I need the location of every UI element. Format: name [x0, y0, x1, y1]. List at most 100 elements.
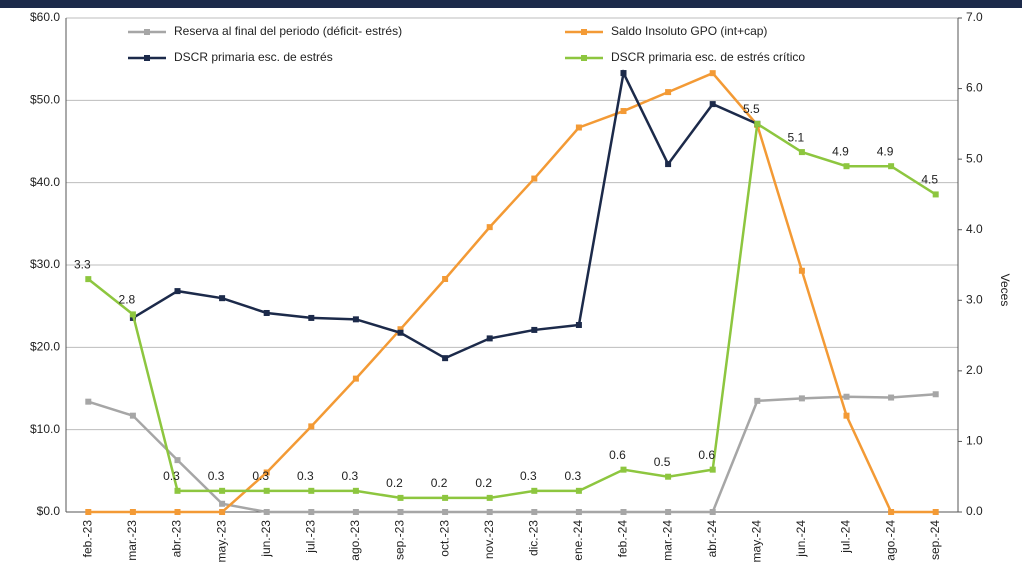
data-point [665, 473, 672, 480]
top-band [0, 0, 1022, 8]
data-point [754, 120, 761, 127]
data-label: 0.3 [520, 469, 537, 483]
data-point [531, 326, 538, 333]
y2-tick-label: 7.0 [966, 10, 983, 24]
y-tick-label: $0.0 [37, 504, 61, 518]
data-point [397, 494, 404, 501]
data-point [219, 509, 226, 515]
y2-axis-title: Veces [998, 274, 1012, 307]
data-label: 0.6 [609, 448, 626, 462]
data-point [531, 509, 538, 515]
data-label: 4.5 [921, 173, 938, 187]
y2-tick-label: 2.0 [966, 363, 983, 377]
data-label: 0.3 [163, 469, 180, 483]
data-point [442, 494, 449, 501]
x-tick-label: feb.-23 [80, 520, 94, 558]
x-tick-label: sep.-23 [393, 520, 407, 560]
data-point [219, 487, 226, 494]
data-point [709, 101, 716, 108]
data-point [263, 487, 270, 494]
legend-marker [144, 29, 150, 35]
data-point [843, 393, 850, 400]
data-label: 0.2 [475, 476, 492, 490]
data-point [575, 509, 582, 515]
data-point [308, 509, 315, 515]
x-tick-label: abr.-23 [170, 520, 184, 558]
data-label: 5.5 [743, 102, 760, 116]
x-tick-label: jun.-24 [794, 520, 808, 558]
data-label: 4.9 [877, 144, 894, 158]
data-point [442, 355, 449, 362]
legend-label: Saldo Insoluto GPO (int+cap) [611, 24, 767, 38]
data-point [308, 423, 315, 430]
data-point [932, 509, 939, 515]
data-point [709, 70, 716, 77]
data-label: 5.1 [788, 130, 805, 144]
data-point [798, 149, 805, 156]
data-label: 3.3 [74, 257, 91, 271]
y2-tick-label: 6.0 [966, 81, 983, 95]
x-tick-label: dic.-23 [526, 520, 540, 556]
data-point [754, 397, 761, 404]
data-point [219, 500, 226, 507]
y2-tick-label: 1.0 [966, 434, 983, 448]
data-point [620, 509, 627, 515]
data-point [888, 509, 895, 515]
x-tick-label: sep.-24 [928, 520, 942, 560]
x-tick-label: ene.-24 [571, 520, 585, 561]
data-point [129, 412, 136, 419]
data-point [85, 276, 92, 283]
x-tick-label: nov.-23 [482, 520, 496, 559]
data-point [174, 487, 181, 494]
data-point [308, 487, 315, 494]
y-tick-label: $40.0 [30, 175, 60, 189]
data-point [85, 398, 92, 405]
y-tick-label: $50.0 [30, 93, 60, 107]
data-point [263, 309, 270, 316]
data-point [932, 391, 939, 398]
data-point [843, 163, 850, 170]
data-point [352, 509, 359, 515]
data-point [486, 335, 493, 342]
legend-label: DSCR primaria esc. de estrés crítico [611, 50, 805, 64]
data-point [665, 89, 672, 96]
data-point [575, 124, 582, 131]
data-point [352, 316, 359, 323]
x-tick-label: jun.-23 [259, 520, 273, 558]
x-tick-label: mar.-24 [660, 520, 674, 561]
data-point [575, 321, 582, 328]
data-point [263, 469, 270, 476]
data-point [798, 267, 805, 274]
data-label: 0.2 [386, 476, 403, 490]
data-point [932, 191, 939, 198]
x-tick-label: mar.-23 [125, 520, 139, 561]
x-tick-label: abr.-24 [705, 520, 719, 558]
x-tick-label: jul.-24 [839, 520, 853, 554]
y-tick-label: $10.0 [30, 422, 60, 436]
data-point [442, 509, 449, 515]
series-line [132, 69, 758, 360]
data-label: 2.8 [119, 293, 136, 307]
y-tick-label: $30.0 [30, 257, 60, 271]
legend-label: DSCR primaria esc. de estrés [174, 50, 333, 64]
data-label: 0.3 [252, 469, 269, 483]
data-label: 0.5 [654, 455, 671, 469]
x-tick-label: feb.-24 [616, 520, 630, 558]
data-point [620, 466, 627, 473]
data-point [665, 509, 672, 515]
legend-marker [581, 29, 587, 35]
data-point [397, 329, 404, 336]
data-label: 0.3 [208, 469, 225, 483]
y2-tick-label: 0.0 [966, 504, 983, 518]
data-point [620, 70, 627, 77]
y2-tick-label: 4.0 [966, 222, 983, 236]
data-point [575, 487, 582, 494]
data-point [709, 466, 716, 473]
data-point [531, 487, 538, 494]
data-point [442, 275, 449, 282]
data-point [531, 175, 538, 182]
data-point [888, 394, 895, 401]
data-point [129, 311, 136, 318]
series-line [88, 71, 936, 514]
legend-label: Reserva al final del periodo (déficit- e… [174, 24, 402, 38]
